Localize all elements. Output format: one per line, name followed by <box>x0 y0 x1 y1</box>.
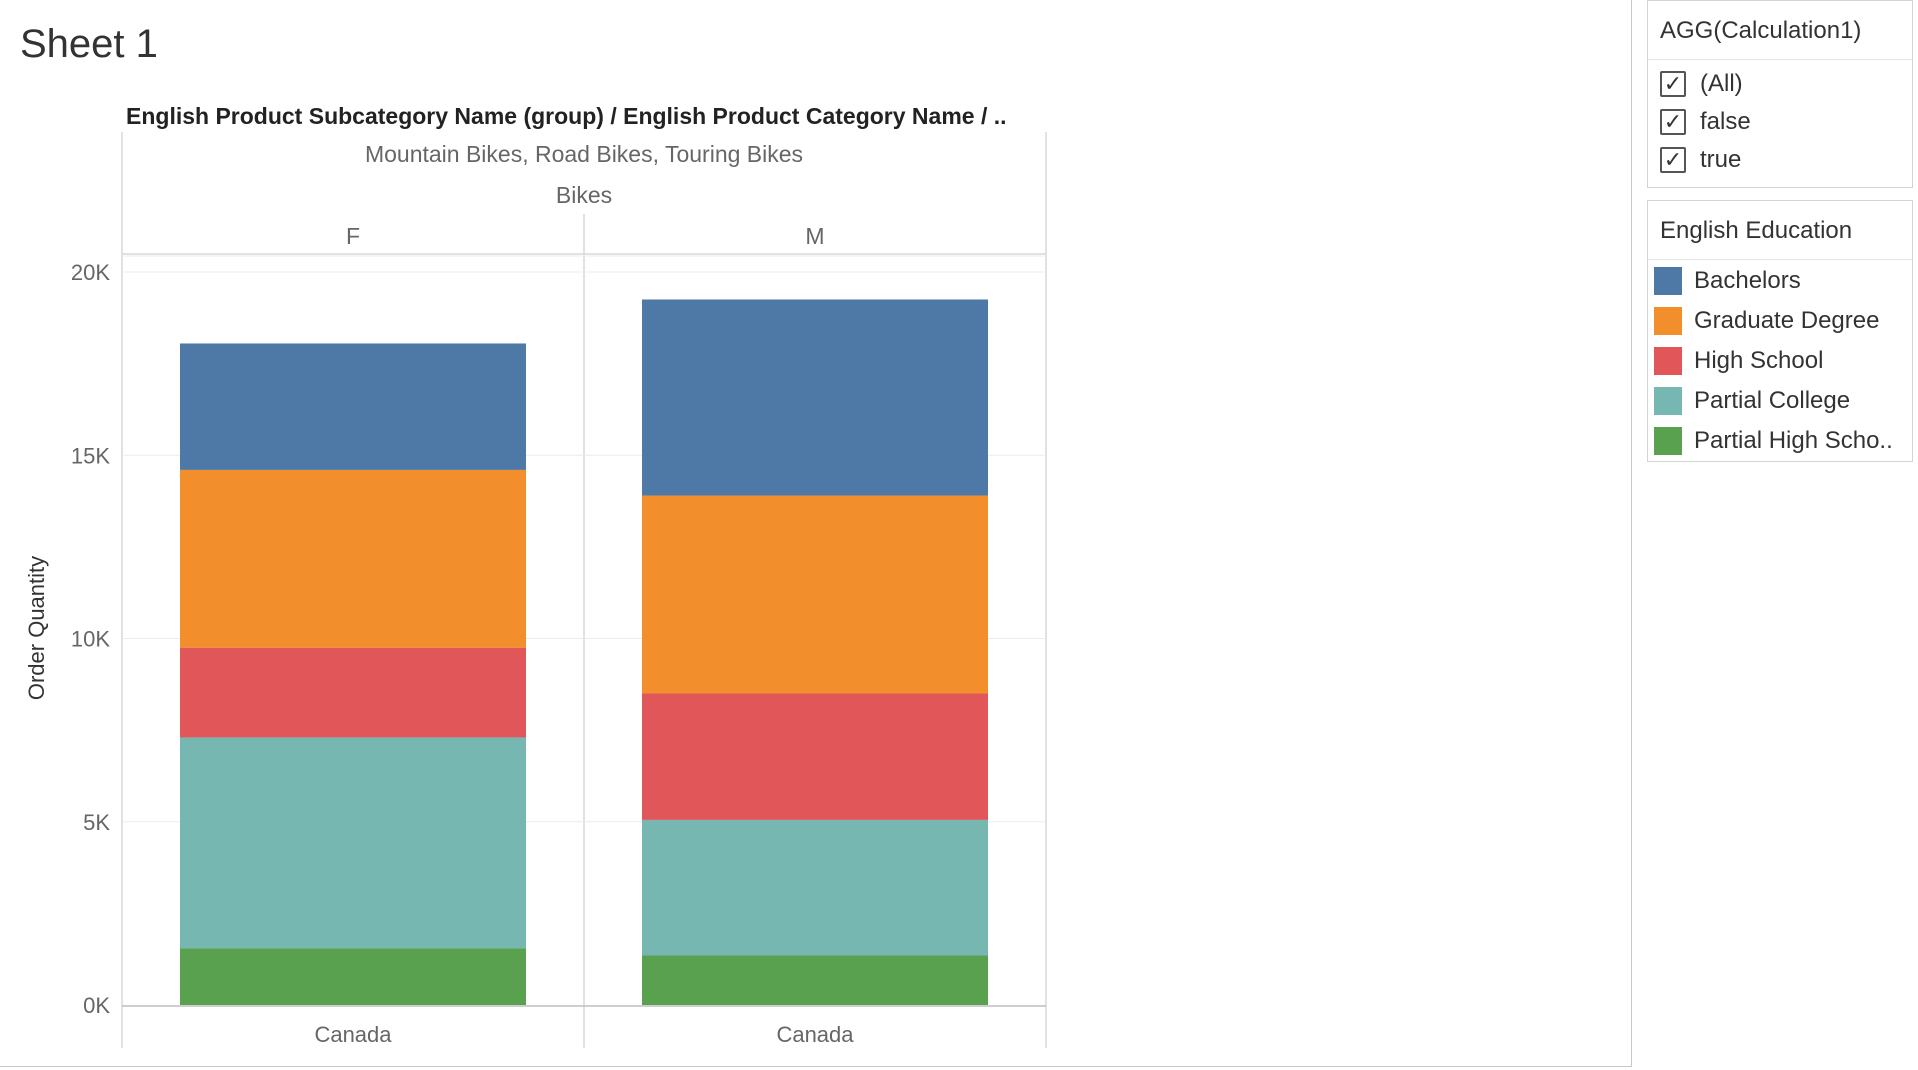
y-axis-label: Order Quantity <box>24 556 49 700</box>
legend-item-bachelors[interactable]: Bachelors <box>1654 265 1801 297</box>
bar-segment-m-partial-high-scho <box>642 955 988 1005</box>
legend-item-label: Partial High Scho.. <box>1694 427 1893 454</box>
y-tick-label: 20K <box>71 260 110 285</box>
bar-segment-m-graduate-degree <box>642 495 988 694</box>
x-tick-label: Canada <box>314 1022 392 1047</box>
y-tick-label: 5K <box>83 810 110 835</box>
legend-item-partial-college[interactable]: Partial College <box>1654 385 1850 417</box>
gender-header-f: F <box>346 223 360 249</box>
legend-item-label: High School <box>1694 347 1824 374</box>
bar-segment-f-bachelors <box>180 343 526 470</box>
filter-item-false[interactable]: ✓ false <box>1660 106 1751 138</box>
legend-item-partial-high-school[interactable]: Partial High Scho.. <box>1654 425 1893 457</box>
bar-segment-m-partial-college <box>642 819 988 956</box>
filter-item-label: false <box>1700 108 1751 135</box>
bar-segment-m-bachelors <box>642 299 988 496</box>
filter-divider <box>1648 59 1912 60</box>
legend-item-label: Partial College <box>1694 387 1851 414</box>
filter-panel: AGG(Calculation1) ✓ (All) ✓ false ✓ true <box>1647 0 1913 188</box>
legend-swatch <box>1654 307 1682 335</box>
filter-item-all[interactable]: ✓ (All) <box>1660 68 1743 100</box>
column-field-path: English Product Subcategory Name (group)… <box>126 103 1007 129</box>
legend-swatch <box>1654 267 1682 295</box>
legend-item-label: Bachelors <box>1694 267 1801 294</box>
filter-item-label: true <box>1700 146 1742 173</box>
bar-segment-f-partial-high-scho <box>180 948 526 1005</box>
legend-item-label: Graduate Degree <box>1694 307 1880 334</box>
bar-segment-f-graduate-degree <box>180 469 526 648</box>
y-tick-label: 15K <box>71 443 110 468</box>
category-header: Bikes <box>556 182 612 208</box>
legend-title: English Education <box>1660 217 1853 244</box>
legend-divider <box>1648 259 1912 260</box>
sheet-title: Sheet 1 <box>20 22 158 66</box>
chart-root: 0K 5K 10K 15K 20K Order Quantity Mountain Bike… <box>24 132 1047 1048</box>
checkbox-checked-icon[interactable]: ✓ <box>1660 147 1686 173</box>
legend-swatch <box>1654 427 1682 455</box>
worksheet: Sheet 1 English Product Subcategory Name… <box>0 0 1632 1067</box>
filter-item-label: (All) <box>1700 70 1743 97</box>
legend-swatch <box>1654 347 1682 375</box>
filter-title: AGG(Calculation1) <box>1660 17 1862 44</box>
stacked-bar-chart: English Product Subcategory Name (group)… <box>24 103 1047 1048</box>
legend-swatch <box>1654 387 1682 415</box>
y-tick-label: 0K <box>83 993 110 1018</box>
legend-item-high-school[interactable]: High School <box>1654 345 1823 377</box>
x-tick-label: Canada <box>776 1022 854 1047</box>
y-tick-label: 10K <box>71 627 110 652</box>
filter-item-true[interactable]: ✓ true <box>1660 144 1741 176</box>
bar-segment-f-high-school <box>180 647 526 738</box>
subcategory-group-header: Mountain Bikes, Road Bikes, Touring Bike… <box>365 141 803 167</box>
gender-header-m: M <box>805 223 824 249</box>
legend-item-graduate-degree[interactable]: Graduate Degree <box>1654 305 1879 337</box>
color-legend-panel: English Education Bachelors Graduate Deg… <box>1647 200 1913 462</box>
checkbox-checked-icon[interactable]: ✓ <box>1660 71 1686 97</box>
bar-segment-f-partial-college <box>180 737 526 949</box>
bar-segment-m-high-school <box>642 693 988 820</box>
checkbox-checked-icon[interactable]: ✓ <box>1660 109 1686 135</box>
